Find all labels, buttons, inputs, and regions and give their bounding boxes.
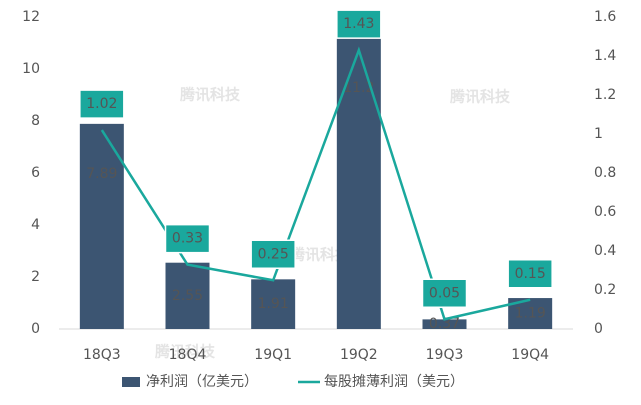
point-label-box [164, 223, 211, 254]
y2-tick-label: 0 [594, 321, 603, 337]
x-tick-label: 18Q4 [169, 347, 207, 363]
x-tick-label: 19Q2 [340, 347, 378, 363]
point-value-label: 0.25 [258, 246, 289, 262]
y-tick-label: 0 [31, 321, 40, 337]
watermark: 腾讯科技 [289, 246, 351, 264]
point-label-box [421, 278, 468, 308]
x-tick-label: 19Q1 [254, 347, 292, 363]
y-tick-label: 6 [31, 165, 40, 181]
point-value-label: 1.43 [343, 16, 374, 32]
y-tick-label: 8 [31, 113, 40, 129]
legend-swatch [122, 377, 140, 387]
y-tick-label: 10 [22, 61, 40, 77]
bar-value-label: 2.55 [172, 288, 203, 304]
point-label-box [336, 9, 382, 39]
bar [422, 319, 467, 329]
point-label-box [507, 259, 553, 289]
bar [251, 279, 296, 329]
y-tick-label: 2 [31, 269, 40, 285]
point-label-box [250, 239, 296, 269]
point-value-label: 0.05 [429, 285, 460, 301]
y2-tick-label: 0.4 [594, 243, 616, 259]
y-tick-label: 12 [22, 9, 40, 25]
x-tick-label: 19Q4 [511, 347, 549, 363]
y-tick-label: 4 [31, 217, 40, 233]
x-tick-label: 18Q3 [83, 347, 121, 363]
y2-tick-label: 1.4 [594, 48, 616, 64]
bar-value-label: 11.2 [343, 80, 374, 96]
bar-value-label: 1.91 [258, 296, 289, 312]
y2-tick-label: 1.2 [594, 87, 616, 103]
bar-value-label: 1.19 [515, 306, 546, 322]
legend-label: 净利润（亿美元） [146, 374, 258, 390]
bar [79, 123, 124, 329]
y2-tick-label: 1.6 [594, 9, 616, 25]
bar [165, 262, 210, 329]
x-tick-label: 19Q3 [426, 347, 464, 363]
watermark: 腾讯科技 [449, 88, 511, 106]
y2-tick-label: 0.8 [594, 165, 616, 181]
y2-tick-label: 0.6 [594, 204, 616, 220]
bar-value-label: 7.89 [86, 166, 117, 182]
watermark: 腾讯科技 [179, 86, 241, 104]
watermark: 腾讯科技 [154, 343, 216, 361]
legend-label: 每股摊薄利润（美元） [324, 374, 464, 390]
point-value-label: 0.33 [172, 231, 203, 247]
bar-value-label: 0.37 [429, 316, 460, 332]
point-value-label: 0.15 [515, 266, 546, 282]
y2-tick-label: 0.2 [594, 282, 616, 298]
point-label-box [79, 89, 125, 119]
point-value-label: 1.02 [86, 96, 117, 112]
y2-tick-label: 1 [594, 126, 603, 142]
